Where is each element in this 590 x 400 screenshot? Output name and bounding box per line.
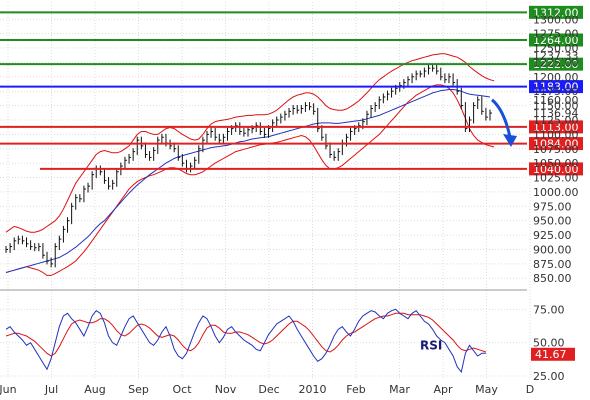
- level-tag-label-1: 1264.00: [533, 34, 579, 47]
- bollinger-upper-line: [5, 53, 495, 233]
- level-tag-6: [529, 162, 583, 176]
- level-tag-label-6: 1040.00: [533, 163, 579, 176]
- level-tag-label-4: 1113.00: [533, 121, 579, 134]
- obscured-label-1: 1160.00: [533, 94, 579, 107]
- moving-average: [5, 89, 491, 273]
- month-label-8: Feb: [346, 383, 365, 396]
- month-label-11: May: [475, 383, 498, 396]
- forecast-arrow-shaft: [490, 98, 512, 138]
- price-tick-label-2: 900.00: [533, 243, 572, 256]
- price-tick-label-11: 1125.00: [533, 114, 579, 127]
- rsi-line: [5, 308, 486, 374]
- level-tag-1: [529, 33, 583, 47]
- month-label-9: Mar: [389, 383, 410, 396]
- month-label-7: 2010: [299, 383, 327, 396]
- level-tag-3: [529, 80, 583, 94]
- price-tick-label-15: 1225.00: [533, 56, 579, 69]
- forecast-arrow: [490, 98, 517, 147]
- price-tick-label-12: 1150.00: [533, 100, 579, 113]
- forecast-arrow-head: [503, 134, 517, 147]
- level-tag-label-0: 1312.00: [533, 6, 579, 19]
- price-tick-label-0: 850.00: [533, 272, 572, 285]
- level-tag-label-3: 1183.00: [533, 81, 579, 94]
- price-bars: [5, 64, 492, 268]
- month-label-4: Oct: [172, 383, 192, 396]
- price-tick-label-7: 1025.00: [533, 172, 579, 185]
- level-tag-0: [529, 5, 583, 19]
- bollinger-lower-line: [5, 84, 495, 276]
- moving-average-line: [5, 89, 491, 273]
- price-tick-label-14: 1200.00: [533, 71, 579, 84]
- level-tag-4: [529, 120, 583, 134]
- month-label-3: Sep: [128, 383, 149, 396]
- obscured-label-0: 1237.33: [533, 49, 579, 62]
- bollinger-bands: [5, 53, 495, 276]
- price-tick-label-17: 1275.00: [533, 28, 579, 41]
- level-tag-label-2: 1222.00: [533, 58, 579, 71]
- price-tick-label-8: 1050.00: [533, 157, 579, 170]
- price-tick-label-4: 950.00: [533, 215, 572, 228]
- price-tick-label-16: 1250.00: [533, 42, 579, 55]
- rsi-tick-label-0: 25.00: [533, 370, 565, 383]
- price-tick-label-1: 875.00: [533, 258, 572, 271]
- month-label-10: Apr: [433, 383, 453, 396]
- month-label-0: Jun: [0, 383, 17, 396]
- last-rsi-tag: [531, 347, 575, 361]
- rsi-panel: RSI 41.67: [5, 308, 575, 374]
- rsi-tick-label-1: 50.00: [533, 337, 565, 350]
- level-tag-2: [529, 57, 583, 71]
- rsi-average-line: [5, 312, 487, 357]
- price-tick-label-13: 1175.00: [533, 85, 579, 98]
- month-label-5: Nov: [215, 383, 237, 396]
- time-axis: Jun Jul Aug Sep Oct Nov Dec 2010 Feb Mar Apr May D: [0, 383, 534, 396]
- rsi-tick-label-2: 75.00: [533, 303, 565, 316]
- price-tick-label-6: 1000.00: [533, 186, 579, 199]
- rsi-title: RSI: [420, 338, 442, 352]
- month-label-1: Jul: [44, 383, 58, 396]
- price-tick-label-10: 1100.00: [533, 128, 579, 141]
- month-label-12: D: [526, 383, 534, 396]
- level-tag-5: [529, 137, 583, 151]
- price-tick-label-9: 1075.00: [533, 143, 579, 156]
- price-tick-label-18: 1300.00: [533, 13, 579, 26]
- last-rsi-label: 41.67: [535, 348, 567, 361]
- price-tick-label-5: 975.00: [533, 200, 572, 213]
- month-label-6: Dec: [258, 383, 279, 396]
- level-tag-label-5: 1084.00: [533, 138, 579, 151]
- rsi-axis: 25.00 50.00 75.00: [533, 303, 565, 383]
- last-price-bg: [529, 107, 583, 120]
- last-price-label: 1136.94: [533, 107, 579, 120]
- level-lines: 1312.00 1264.00 1222.00 1183.00 1113.00 1084.…: [0, 5, 583, 176]
- month-label-2: Aug: [84, 383, 105, 396]
- price-tick-label-3: 925.00: [533, 229, 572, 242]
